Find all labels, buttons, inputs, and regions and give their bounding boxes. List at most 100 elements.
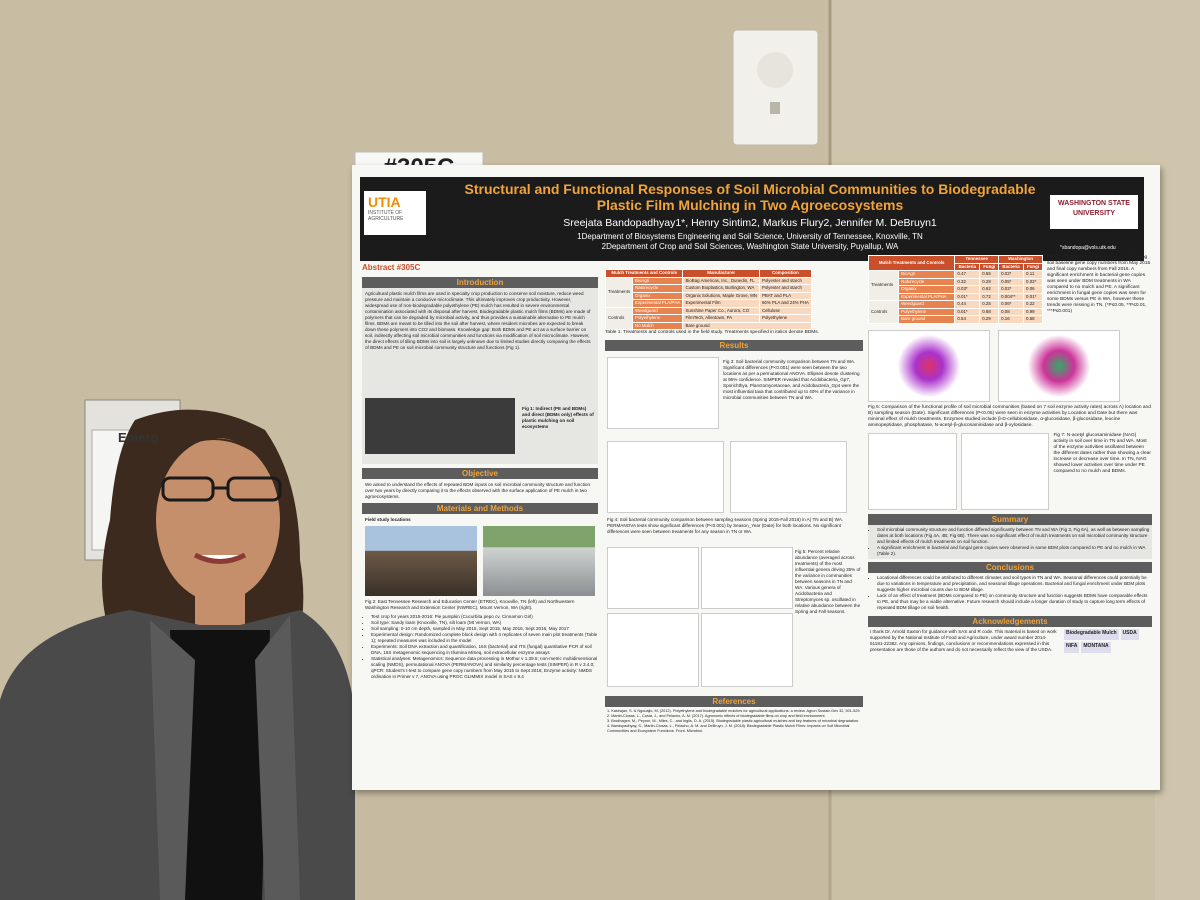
table-subheader: Bacteria Fungi Bacteria Fungi (869, 262, 1043, 271)
intro-box: Agricultural plastic mulch films are use… (362, 288, 598, 464)
table-cell: FilmTech, Allentown, PA (682, 314, 760, 323)
table-row: Bare ground 0.54 0.29 0.16 0.68 (869, 315, 1043, 324)
fig-caption: Fig 5: Percent relative abundance (avera… (795, 549, 861, 614)
table-cell: 0.02* (1023, 277, 1043, 286)
section-heading: References (605, 696, 863, 707)
photo (365, 526, 477, 596)
table-cell: 0.02* (998, 285, 1025, 294)
table-cell: 0.01* (954, 292, 981, 301)
table-cell: 0.47 (954, 270, 981, 279)
table-cell: 0.68 (979, 307, 1000, 316)
conclusion-item: Lack of an effect of treatment (BDMs com… (877, 593, 1150, 611)
methods-list: Test crop for years 2015-2016: Pie pumpk… (362, 614, 598, 680)
methods-item: Soil sampling: 0-10 cm depth, sampled in… (371, 626, 598, 632)
table-row: Polyethylene 0.01* 0.68 0.08 0.99 (869, 307, 1043, 316)
references: 1. Kasirajan, S. & Ngouajio, M. (2012). … (605, 707, 863, 736)
figure (607, 441, 724, 513)
figure (998, 329, 1120, 402)
reference: 3. Brodhagen, M., Peyron, M., Miles, C.,… (607, 719, 860, 723)
table-cell: 0.22 (1023, 300, 1043, 309)
photo (483, 526, 595, 596)
table-row: Organix Organix Solutions, Maple Grove, M… (606, 291, 812, 300)
table-cell: 66% PLA and 24% PHA (758, 299, 812, 308)
methods-item: Statistical analyses: Metagenomics: Sequ… (371, 656, 598, 680)
figure (607, 357, 719, 429)
table-cell: BioAgri (632, 276, 684, 285)
table-cell: 0.25 (979, 300, 1000, 309)
acknowledgements: I thank Dr. Arnold Saxton for guidance w… (868, 627, 1152, 655)
conclusion-item: Locational differences could be attribut… (877, 575, 1150, 593)
column: Introduction Agricultural plastic mulch … (362, 277, 598, 777)
table-cell: Bare ground (682, 321, 812, 330)
figure (701, 613, 793, 687)
table-cell: Polyethylene (898, 307, 956, 316)
table-cell: 0.01* (954, 307, 981, 316)
table-cell: Experimental PLA/PHA (898, 292, 956, 301)
section-heading: Introduction (362, 277, 598, 288)
table-row: Controls Weedguard Sunshine Paper Co., Aur… (605, 306, 812, 330)
table-cell: 0.62 (979, 285, 1000, 294)
poster-title: Structural and Functional Responses of S… (464, 181, 1036, 213)
table-cell: 0.28 (979, 277, 1000, 286)
table-cell: Custom Bioplastics, Burlington, WA (682, 284, 760, 293)
methods-item: Experimental design: Randomized complete… (371, 632, 598, 644)
header-cell: Tennessee (954, 255, 1000, 264)
header-cell: Manufacturer (682, 269, 760, 278)
group-cell: Controls (605, 306, 634, 330)
table-cell: Experimental PLA/PHA (632, 299, 684, 308)
section-heading: Results (605, 340, 863, 351)
table-cell: 0.05* (998, 277, 1025, 286)
table-cell: Bare ground (898, 315, 956, 324)
fig-caption: Fig 6: Comparison of the functional prof… (868, 404, 1151, 428)
header-cell: Composition (758, 269, 812, 278)
table-cell: 0.08 (998, 307, 1025, 316)
methods-item: Test crop for years 2015-2016: Pie pumpk… (371, 614, 598, 620)
ack-text: I thank Dr. Arnold Saxton for guidance w… (870, 628, 1057, 652)
fig-caption: Fig 4: Soil bacterial community comparis… (607, 517, 844, 534)
table-row: Experimental PLA/PHA Experimental Film 66%… (606, 299, 812, 308)
column: Mulch Treatments and Controls Tennessee Wa… (868, 255, 1152, 780)
table-cell: 0.72 (979, 292, 1000, 301)
summary-item: A significant enrichment in bacterial an… (877, 545, 1150, 557)
table-cell: 0.32 (954, 277, 981, 286)
fig-caption: Fig 1: Indirect (PE and BDMs) and direct… (522, 406, 594, 429)
summary-item: Soil microbial community structure and f… (877, 527, 1150, 545)
photos (362, 526, 598, 596)
group-cell: Treatments (605, 276, 634, 308)
header-cell: Fungi (1023, 262, 1043, 271)
table-cell: 0.55 (979, 270, 1000, 279)
table-cell: Experimental Film (682, 299, 760, 308)
table-cell: 0.01* (1023, 292, 1043, 301)
methods-item: Soil type: Sandy loam (Knoxville, TN), s… (371, 620, 598, 626)
table-caption: Table 2: P values from paired t-tests co… (1047, 255, 1151, 314)
table-cell: Naturecycle (898, 277, 956, 286)
table-cell: Polyester and starch (758, 284, 812, 293)
table-cell: Polyester and starch (758, 276, 812, 285)
table-cell: Polyethylene (758, 314, 812, 323)
table-cell: BioBag Americas, Inc., Dunedin, FL (682, 276, 760, 285)
column: Mulch Treatments and Controls Manufacture… (605, 269, 863, 779)
table-cell: 0.16 (998, 315, 1025, 324)
wall-sign: Emerg (118, 430, 159, 445)
header-cell: Mulch Treatments and Controls (868, 255, 956, 271)
authors: Sreejata Bandopadhyay1*, Henry Sintim2, … (563, 217, 937, 229)
reference: 1. Kasirajan, S. & Ngouajio, M. (2012). … (607, 709, 861, 713)
conclusions-list: Locational differences could be attribut… (868, 573, 1152, 613)
table-cell: No Mulch (632, 321, 684, 330)
figure (365, 398, 515, 454)
header-cell: Bacteria (998, 262, 1025, 271)
methods-item: Experiments: Soil DNA extraction and qua… (371, 644, 598, 656)
fig-caption: Fig 3: Soil bacterial community comparis… (723, 359, 860, 400)
poster-header: UTIA INSTITUTE OF AGRICULTURE Structural… (360, 177, 1144, 261)
figure (607, 547, 699, 609)
fig-caption: Fig 2: East Tennessee Research and Educa… (365, 599, 575, 610)
group-cell: Controls (868, 300, 900, 324)
table-row: Naturecycle Custom Bioplastics, Burlingto… (606, 284, 812, 293)
figure (868, 329, 990, 402)
figure (701, 547, 793, 609)
section-heading: Conclusions (868, 561, 1152, 573)
table-row: Polyethylene FilmTech, Allentown, PA Polye… (606, 314, 812, 323)
table-row: Naturecycle 0.32 0.28 0.05* 0.02* (869, 277, 1043, 286)
table-cell: Organix Solutions, Maple Grove, MN (682, 291, 760, 300)
